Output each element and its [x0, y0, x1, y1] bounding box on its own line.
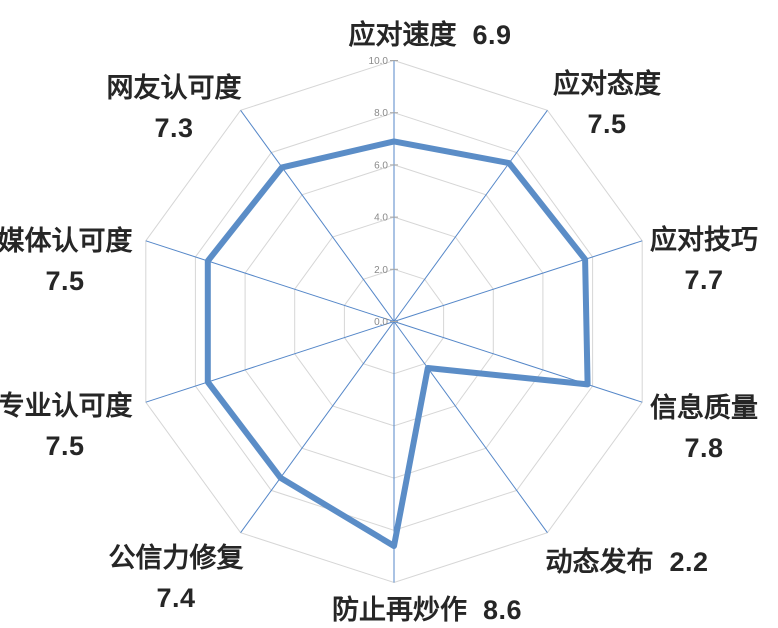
axis-label-name: 应对态度 [553, 69, 661, 99]
axis-label-value: 7.5 [587, 109, 627, 139]
spoke-line [393, 240, 643, 322]
axis-label-name: 应对速度 [348, 20, 457, 50]
axis-label-value: 2.2 [669, 547, 709, 577]
axis-label-professional-recognition: 专业认可度 7.5 [0, 386, 135, 466]
axis-label-updates-release: 动态发布 2.2 [496, 542, 758, 582]
axis-label-information-quality: 信息质量 7.8 [630, 388, 778, 468]
axis-label-value: 8.6 [482, 595, 523, 625]
tick-label: 10.0 [369, 56, 389, 67]
axis-label-name: 公信力修复 [108, 543, 244, 573]
axis-label-name: 专业认可度 [0, 391, 133, 421]
axis-label-name: 信息质量 [650, 393, 758, 423]
spoke-line [240, 321, 395, 533]
spoke-line [145, 240, 395, 322]
axis-label-name: 网友认可度 [106, 73, 242, 103]
axis-label-value: 7.7 [684, 265, 724, 295]
axis-label-value: 7.5 [45, 266, 85, 296]
axis-label-value: 7.3 [154, 113, 194, 143]
axis-label-media-recognition: 媒体认可度 7.5 [0, 221, 135, 301]
spoke-line [393, 321, 643, 403]
spoke-line [393, 321, 548, 533]
tick-label: 6.0 [374, 160, 388, 171]
tick-label: 4.0 [374, 213, 388, 224]
tick-label: 8.0 [374, 108, 388, 119]
axis-label-name: 动态发布 [545, 547, 654, 577]
axis-label-value: 7.4 [156, 583, 196, 613]
axis-label-credibility-repair: 公信力修复 7.4 [76, 538, 276, 618]
axis-label-response-speed: 应对速度 6.9 [310, 15, 550, 55]
data-polygon [204, 138, 591, 549]
axis-label-value: 7.8 [684, 433, 724, 463]
tick-label: 2.0 [374, 265, 388, 276]
spoke-line [240, 110, 395, 322]
axis-label-value: 7.5 [45, 431, 85, 461]
axis-label-name: 防止再炒作 [331, 595, 467, 625]
axis-label-name: 媒体认可度 [0, 226, 133, 256]
axis-label-response-attitude: 应对态度 7.5 [517, 64, 697, 144]
spoke-line [393, 110, 548, 322]
tick-label: 0.0 [374, 317, 388, 328]
axis-label-value: 6.9 [472, 20, 512, 50]
axis-label-name: 应对技巧 [650, 225, 758, 255]
axis-label-prevent-rehype: 防止再炒作 8.6 [277, 590, 577, 628]
axis-label-netizen-recognition: 网友认可度 7.3 [94, 68, 254, 148]
axis-label-response-skill: 应对技巧 7.7 [630, 220, 778, 300]
spoke-line [145, 321, 395, 403]
